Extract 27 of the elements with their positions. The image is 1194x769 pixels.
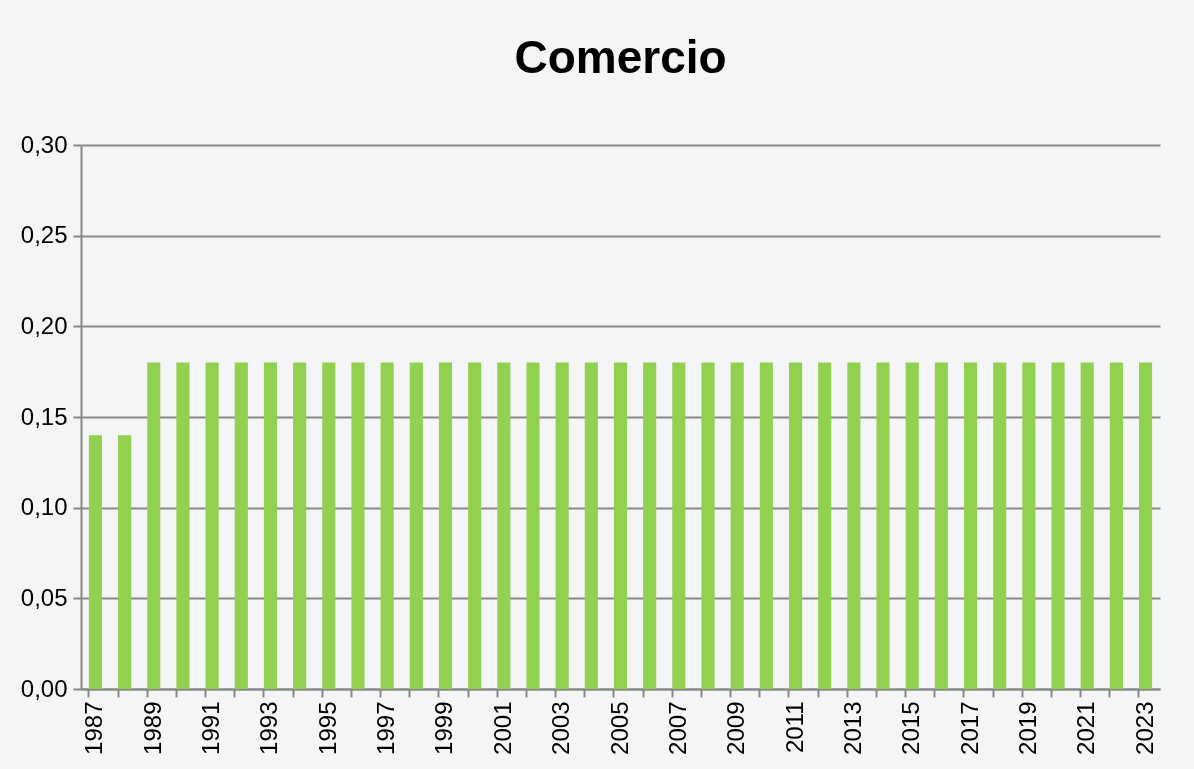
x-tick-label: 1997 — [372, 701, 400, 755]
x-tick-label: 1993 — [255, 701, 283, 755]
x-tick-label: 2005 — [605, 701, 633, 755]
chart-title: Comercio — [514, 31, 727, 83]
x-tick-label: 2003 — [547, 701, 575, 755]
y-tick-label: 0,20 — [20, 311, 68, 339]
x-tick-label: 2013 — [838, 701, 866, 755]
y-tick-label: 0,10 — [20, 493, 68, 521]
x-tick-label: 1991 — [197, 701, 225, 755]
x-tick-label: 2019 — [1013, 701, 1041, 755]
y-tick-label: 0,15 — [20, 402, 68, 430]
x-tick-label: 2023 — [1130, 701, 1158, 755]
x-tick-label: 2001 — [488, 701, 516, 755]
x-tick-label: 1999 — [430, 701, 458, 755]
x-tick-label: 2009 — [722, 701, 750, 755]
x-tick-label: 2015 — [897, 701, 925, 755]
x-tick-label: 2007 — [663, 701, 691, 755]
x-tick-label: 1995 — [313, 701, 341, 755]
x-tick-label: 2021 — [1072, 701, 1100, 755]
x-tick-label: 2017 — [955, 701, 983, 755]
y-tick-label: 0,00 — [20, 674, 68, 702]
y-tick-label: 0,05 — [20, 583, 68, 611]
x-tick-label: 2011 — [780, 701, 808, 754]
y-tick-label: 0,25 — [20, 221, 68, 249]
y-tick-label: 0,30 — [20, 130, 68, 158]
x-tick-label: 1989 — [138, 701, 166, 755]
x-tick-label: 1987 — [80, 701, 108, 755]
